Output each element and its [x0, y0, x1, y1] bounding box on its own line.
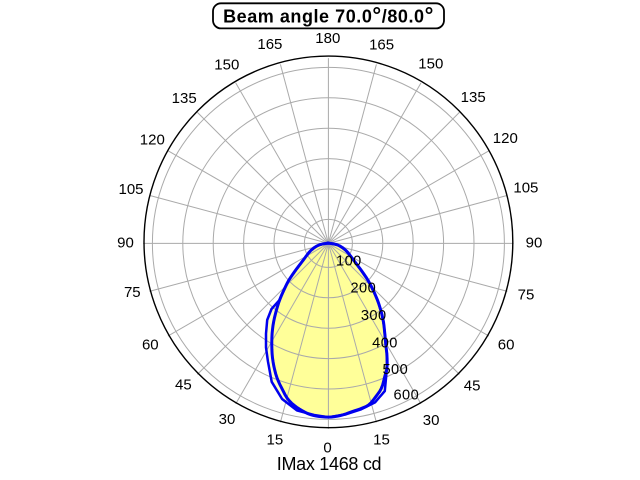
svg-text:60: 60	[498, 337, 515, 354]
svg-text:30: 30	[219, 411, 236, 428]
svg-text:105: 105	[118, 181, 143, 198]
svg-text:90: 90	[117, 234, 134, 251]
svg-text:165: 165	[257, 36, 282, 53]
svg-text:135: 135	[172, 90, 197, 107]
svg-text:75: 75	[518, 286, 535, 303]
svg-text:120: 120	[493, 130, 518, 147]
svg-text:0: 0	[323, 439, 331, 456]
svg-text:165: 165	[369, 36, 394, 53]
svg-text:15: 15	[267, 431, 284, 448]
svg-text:105: 105	[513, 179, 538, 196]
svg-text:150: 150	[214, 56, 239, 73]
svg-text:400: 400	[372, 335, 398, 351]
svg-text:600: 600	[393, 388, 419, 404]
svg-text:45: 45	[175, 376, 192, 393]
svg-text:120: 120	[140, 131, 165, 148]
svg-text:300: 300	[361, 308, 387, 324]
svg-text:200: 200	[350, 281, 376, 297]
svg-text:45: 45	[464, 377, 481, 394]
svg-text:135: 135	[461, 89, 486, 106]
svg-text:75: 75	[124, 284, 141, 301]
svg-text:Beam angle 70.0°/80.0°: Beam angle 70.0°/80.0°	[223, 3, 434, 28]
svg-text:500: 500	[382, 362, 408, 378]
svg-text:IMax 1468 cd: IMax 1468 cd	[277, 454, 381, 474]
svg-text:90: 90	[526, 234, 543, 251]
svg-text:60: 60	[142, 337, 159, 354]
svg-text:180: 180	[315, 30, 340, 47]
svg-text:100: 100	[336, 254, 362, 270]
svg-text:30: 30	[423, 412, 440, 429]
svg-text:15: 15	[373, 432, 390, 449]
svg-text:150: 150	[418, 56, 443, 73]
